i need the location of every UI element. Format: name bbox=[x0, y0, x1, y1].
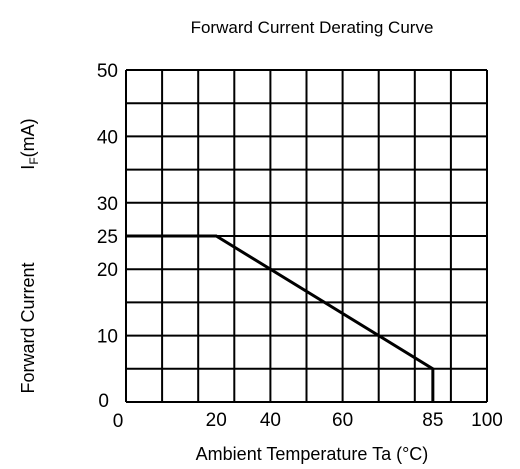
series-layer bbox=[126, 234, 435, 402]
x-tick-label: 100 bbox=[471, 410, 503, 431]
y-axis-unit: (mA) bbox=[18, 118, 38, 157]
y-tick-label: 25 bbox=[97, 227, 118, 248]
x-tick-label: 40 bbox=[260, 410, 281, 431]
y-axis-symbol-label: IF(mA) bbox=[18, 118, 41, 169]
derating-curve-line bbox=[126, 234, 435, 402]
y-axis-label: Forward Current bbox=[18, 262, 38, 393]
x-tick-label: 0 bbox=[113, 411, 124, 432]
x-axis-label: Ambient Temperature Ta (°C) bbox=[196, 444, 429, 464]
y-tick-labels: 0 10 20 25 30 40 50 bbox=[97, 61, 118, 412]
y-tick-label: 0 bbox=[98, 391, 109, 412]
y-axis-symbol: I bbox=[18, 165, 38, 170]
y-axis-label-group: Forward Current IF(mA) bbox=[18, 118, 41, 393]
chart-title: Forward Current Derating Curve bbox=[191, 18, 434, 37]
x-tick-label: 85 bbox=[422, 410, 443, 431]
y-tick-label: 50 bbox=[97, 61, 118, 82]
plot-grid bbox=[125, 69, 488, 403]
x-tick-label: 60 bbox=[332, 410, 353, 431]
y-axis-subscript: F bbox=[27, 157, 41, 164]
x-tick-label: 20 bbox=[206, 410, 227, 431]
y-tick-label: 40 bbox=[97, 127, 118, 148]
x-tick-labels: 0 20 40 60 85 100 bbox=[113, 410, 503, 432]
y-tick-label: 30 bbox=[97, 194, 118, 215]
y-tick-label: 10 bbox=[97, 327, 118, 348]
y-tick-label: 20 bbox=[97, 260, 118, 281]
